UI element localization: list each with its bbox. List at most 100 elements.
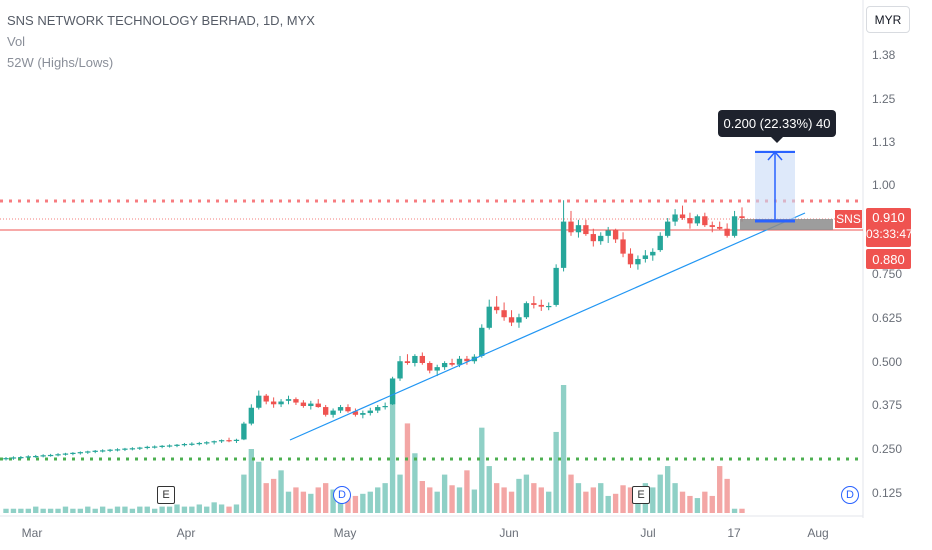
candle-body <box>724 228 730 236</box>
candle-body <box>449 363 455 365</box>
candle-body <box>605 230 611 236</box>
candle-body <box>278 401 284 405</box>
volume-bar <box>10 508 17 513</box>
candle-body <box>590 234 596 242</box>
volume-bar <box>181 506 188 513</box>
volume-bar <box>672 483 678 513</box>
volume-bar <box>85 506 91 513</box>
candle-body <box>397 361 403 379</box>
price-axis-label: 0.625 <box>872 311 903 325</box>
volume-bar <box>419 481 425 513</box>
volume-bar <box>456 487 463 513</box>
measure-arrow-head <box>767 150 783 161</box>
candle-body <box>204 442 210 444</box>
candle-body <box>575 225 582 233</box>
volume-bar <box>144 506 150 513</box>
volume-bar <box>471 489 478 513</box>
earnings-marker[interactable]: E <box>157 486 175 504</box>
bar-countdown: 03:33:47 <box>866 227 913 241</box>
volume-bar <box>367 491 373 513</box>
time-axis-label: May <box>333 526 357 540</box>
measure-base <box>740 219 833 230</box>
symbol-title[interactable]: SNS NETWORK TECHNOLOGY BERHAD, 1D, MYX <box>7 13 315 28</box>
volume-bar <box>694 498 701 513</box>
volume-bar <box>226 506 232 513</box>
candle-body <box>464 358 470 362</box>
candle-body <box>568 221 574 233</box>
candle-body <box>152 446 158 448</box>
candle-body <box>620 239 626 254</box>
volume-bar <box>40 508 46 513</box>
volume-bar <box>99 506 106 513</box>
volume-bar <box>3 508 9 513</box>
candle-body <box>664 221 671 236</box>
volume-bar <box>263 483 269 513</box>
volume-bar <box>612 493 619 513</box>
volume-bar <box>77 508 84 513</box>
candle-body <box>427 363 433 371</box>
candle-body <box>679 214 686 219</box>
dividend-marker[interactable]: D <box>841 486 859 504</box>
candle-body <box>70 452 76 455</box>
candle-body <box>323 407 329 415</box>
volume-bar <box>375 487 381 513</box>
candle-body <box>441 363 448 368</box>
volume-bar <box>389 393 396 513</box>
candle-body <box>508 317 515 323</box>
volume-bar <box>323 483 329 513</box>
candle-body <box>717 226 723 229</box>
candle-body <box>189 443 195 445</box>
volume-bar <box>352 495 359 513</box>
volume-bar <box>523 474 530 513</box>
price-axis-label: 1.00 <box>872 178 896 192</box>
candle-body <box>308 403 314 406</box>
volume-indicator-label[interactable]: Vol <box>7 34 26 49</box>
volume-bar <box>189 506 195 513</box>
candle-body <box>434 367 440 371</box>
volume-bar <box>412 453 418 513</box>
volume-bar <box>47 508 54 513</box>
volume-bar <box>166 506 173 513</box>
price-axis-label: 0.375 <box>872 398 903 412</box>
volume-bar <box>493 483 500 513</box>
volume-bar <box>583 491 589 513</box>
volume-bar <box>360 493 366 513</box>
price-range-measure[interactable] <box>740 150 833 230</box>
volume-bar <box>152 508 158 513</box>
volume-bar <box>293 487 299 513</box>
candle-body <box>196 442 202 445</box>
candle-body <box>77 452 84 454</box>
candle-body <box>486 306 492 328</box>
52w-indicator-label[interactable]: 52W (Highs/Lows) <box>7 55 114 70</box>
volume-bar <box>300 491 307 513</box>
volume-bar <box>122 506 128 513</box>
volume-bar <box>531 483 537 513</box>
candle-body <box>226 440 232 442</box>
dividend-marker[interactable]: D <box>333 486 351 504</box>
earnings-marker[interactable]: E <box>632 486 650 504</box>
trendline <box>289 212 806 441</box>
candle-body <box>263 395 269 402</box>
volume-bar <box>568 474 574 513</box>
candle-body <box>560 221 567 268</box>
candle-body <box>293 399 299 403</box>
candle-body <box>25 456 31 458</box>
candle-body <box>107 449 113 451</box>
candle-body <box>99 450 106 452</box>
volume-bar <box>25 508 31 513</box>
candle-body <box>166 445 173 447</box>
volume-bar <box>129 508 136 513</box>
volume-bar <box>404 423 411 513</box>
candle-body <box>256 395 262 408</box>
volume-bar <box>709 495 715 513</box>
volume-bar <box>278 470 284 513</box>
volume-bar <box>590 487 596 513</box>
currency-button[interactable]: MYR <box>866 6 910 33</box>
candle-body <box>702 216 708 226</box>
volume-bar <box>702 491 708 513</box>
volume-bar <box>345 493 351 513</box>
volume-bar <box>434 491 440 513</box>
volume-bar <box>627 487 634 513</box>
volume-bar <box>560 385 567 513</box>
